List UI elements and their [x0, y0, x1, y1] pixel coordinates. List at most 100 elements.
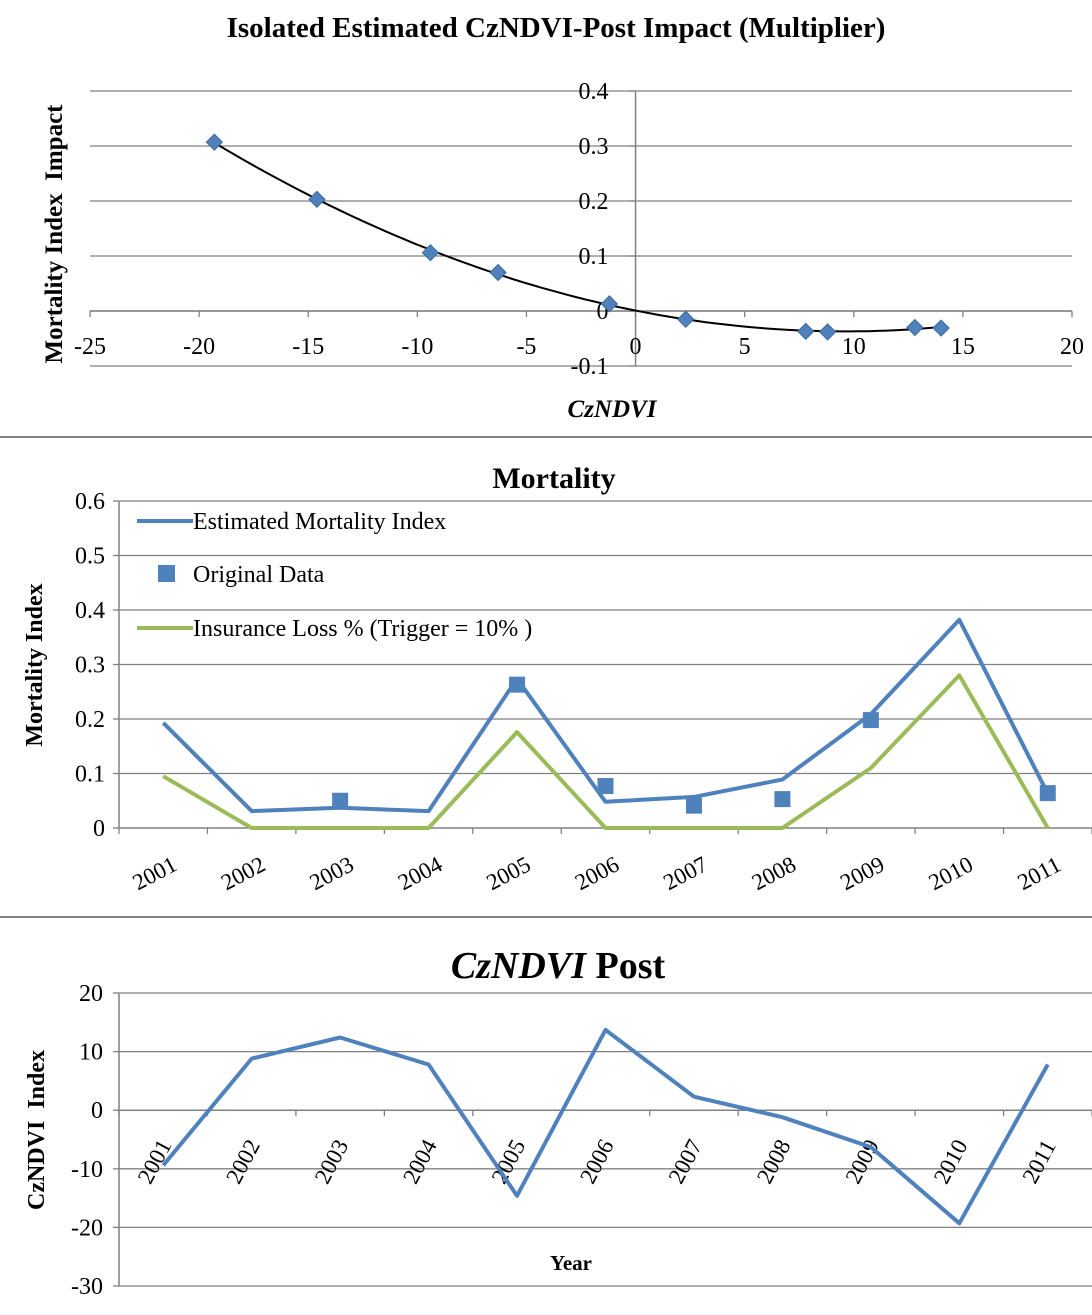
gridlines [90, 90, 1072, 367]
original-data-marker [774, 791, 791, 808]
x-tick-label: 2007 [663, 1135, 707, 1187]
gridlines [119, 992, 1092, 1287]
original-data-marker [597, 778, 614, 795]
x-tick-label: 2003 [310, 1135, 354, 1187]
x-tick-label: 2010 [925, 852, 977, 896]
y-tick-label: 0.1 [75, 762, 105, 788]
y-tick-label: -0.1 [571, 354, 609, 380]
y-tick-label: 0.2 [75, 707, 105, 733]
x-tick-label: -20 [183, 334, 215, 360]
original-data-marker [509, 676, 526, 693]
x-tick-label: 2011 [1013, 852, 1065, 895]
series [161, 1027, 1050, 1226]
legend-entry: Estimated Mortality Index [137, 509, 446, 535]
original-data-marker [332, 792, 349, 809]
y-tick-label: 0.4 [75, 598, 105, 624]
x-tick-label: 5 [739, 334, 751, 360]
y-tick-label: -30 [71, 1274, 103, 1300]
y-tick-label: 0.2 [579, 189, 609, 215]
y-tick-label: 0.3 [75, 653, 105, 679]
x-tick-label: 2003 [305, 852, 357, 896]
x-tick-label: 2008 [752, 1135, 796, 1187]
data-point [489, 263, 507, 282]
y-axis-label: CzNDVI Index [24, 1050, 50, 1210]
chart-title-italic: CzNDVI [451, 945, 587, 987]
y-tick-label: 10 [79, 1040, 103, 1066]
original-data-marker [862, 712, 879, 729]
x-tick-label: 2004 [394, 851, 447, 895]
x-tick-label: 2008 [748, 852, 800, 896]
x-tick-label: 2001 [129, 852, 181, 896]
czndvi-line [161, 1027, 1050, 1226]
estimated-mortality-line [161, 617, 1050, 814]
data-point [677, 310, 695, 328]
y-tick-label: 0.4 [579, 79, 609, 105]
x-tick-label: 2006 [571, 852, 623, 896]
y-tick-label: 0.1 [579, 244, 609, 270]
trendline [213, 141, 942, 333]
y-axis-label: Mortality Index Impact [41, 104, 68, 364]
x-tick-label: 2010 [929, 1135, 973, 1187]
data-point [205, 133, 224, 151]
chart-impact: Isolated Estimated CzNDVI-Post Impact (M… [41, 12, 1084, 423]
original-data-marker [1039, 785, 1056, 802]
gridlines [119, 500, 1092, 775]
data-point [600, 295, 619, 313]
x-tick-label: 20 [1060, 334, 1084, 360]
x-tick-label: -15 [292, 334, 324, 360]
x-tick-label: 15 [951, 334, 975, 360]
insurance-loss-line [162, 673, 1050, 830]
x-axis-label: CzNDVI [568, 396, 658, 423]
x-tick-label: 2004 [398, 1135, 442, 1188]
y-tick-label: 0 [93, 816, 105, 842]
x-tick-label: 10 [842, 334, 866, 360]
legend-label: Insurance Loss % (Trigger = 10% ) [193, 616, 532, 642]
x-tick-label: 2002 [217, 852, 269, 896]
x-tick-label: 2002 [221, 1135, 265, 1187]
legend-swatch-marker [158, 565, 175, 582]
y-tick-label: 0 [91, 1098, 103, 1124]
x-tick-label: 2011 [1018, 1136, 1061, 1188]
x-tick-label: -10 [401, 334, 433, 360]
x-tick-label: 0 [630, 334, 642, 360]
data-point [932, 319, 950, 337]
legend-entry: Original Data [158, 562, 325, 588]
legend: Estimated Mortality Index Original Data In… [137, 509, 532, 642]
data-point [797, 322, 815, 341]
x-tick-label: -5 [516, 334, 536, 360]
chart-title: Isolated Estimated CzNDVI-Post Impact (M… [227, 12, 886, 44]
x-tick-label: 2005 [482, 852, 534, 896]
y-tick-label: 0.3 [579, 134, 609, 160]
data-point [308, 190, 326, 209]
chart-title: Mortality [492, 462, 615, 495]
x-tick-label: 2006 [575, 1135, 619, 1187]
y-tick-label: 0.6 [75, 489, 105, 515]
chart-mortality: Mortality 0 0.1 0.2 0.3 0.4 0.5 0.6 2001 2002 200… [22, 462, 1092, 895]
axes [89, 90, 1073, 367]
data-point [818, 323, 837, 341]
x-tick-label: 2001 [133, 1135, 177, 1187]
y-tick-label: 20 [79, 981, 103, 1007]
y-tick-label: 0.5 [75, 544, 105, 570]
tick-labels: 0 0.1 0.2 0.3 0.4 0.5 0.6 2001 2002 2003 2004 2005 2… [75, 489, 1065, 895]
legend-label: Estimated Mortality Index [193, 509, 446, 535]
x-tick-label: -25 [74, 334, 106, 360]
legend-entry: Insurance Loss % (Trigger = 10% ) [137, 616, 532, 642]
y-axis-label: Mortality Index [22, 583, 48, 746]
y-tick-label: -20 [71, 1215, 103, 1241]
x-axis-label: Year [550, 1251, 592, 1275]
axes [113, 992, 1092, 1287]
data-point [906, 318, 924, 337]
data-point [421, 243, 440, 262]
y-tick-label: -10 [71, 1157, 103, 1183]
chart-czndvi-post: CzNDVI Post -30 -20 -10 0 10 20 2001 2002 2003 20… [24, 945, 1092, 1300]
data-points [205, 133, 950, 341]
chart-title-rest: Post [586, 945, 666, 987]
x-tick-label: 2007 [659, 852, 711, 896]
tick-labels: -25 -20 -15 -10 -5 0 5 10 15 20-0.100.10.20.30.4 [74, 79, 1084, 380]
original-data-marker [685, 797, 702, 814]
series [161, 617, 1056, 830]
chart-title: CzNDVI Post [451, 945, 666, 987]
legend-label: Original Data [193, 562, 325, 588]
